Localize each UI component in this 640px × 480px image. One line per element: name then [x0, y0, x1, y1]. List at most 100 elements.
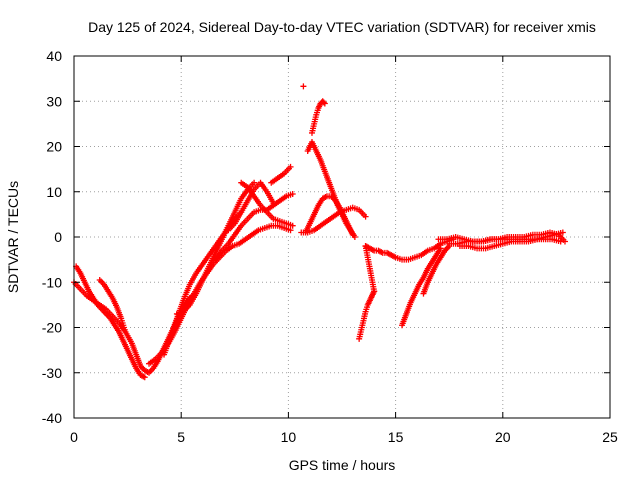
data-point [321, 100, 328, 107]
data-point-run [298, 229, 309, 236]
data-point-run [238, 217, 250, 229]
data-point [251, 179, 258, 186]
data-point-run [231, 224, 243, 238]
data-point [437, 245, 444, 252]
data-point-run [399, 256, 410, 263]
data-point-run [261, 223, 273, 231]
data-point-run [323, 193, 333, 200]
data-point-run [274, 171, 286, 182]
data-point-run [268, 176, 280, 186]
y-tick-label: -10 [42, 274, 62, 290]
data-point-run [306, 213, 317, 227]
data-point-run [356, 329, 364, 342]
data-point-run [411, 252, 423, 261]
x-tick-label: 25 [602, 429, 618, 445]
data-point-run [81, 279, 92, 293]
data-point-run [244, 184, 256, 198]
data-point-run [424, 272, 435, 286]
axis-ticks: 0 5 10 15 20 25 -40 -30 -20 -10 0 10 20 30 40 [42, 48, 618, 445]
data-point-run [283, 220, 294, 228]
data-point-run [366, 294, 375, 304]
data-point-run [319, 98, 327, 106]
data-point-run [525, 236, 538, 245]
data-point-run [186, 272, 199, 288]
data-point-run [120, 338, 130, 352]
data-point-run [133, 351, 143, 368]
data-point-run [268, 222, 279, 229]
data-point-run [343, 220, 353, 232]
data-point-run [77, 270, 87, 284]
data-point-run [339, 211, 349, 225]
data-point-run [405, 255, 416, 263]
data-point-run [103, 310, 113, 320]
data-point-run [263, 209, 275, 221]
data-point-run [96, 276, 106, 287]
x-tick-label: 0 [70, 429, 78, 445]
x-tick-label: 15 [388, 429, 404, 445]
data-point-run [98, 306, 108, 316]
data-point-run [251, 207, 262, 216]
data-point-run [437, 249, 447, 261]
data-point-run [424, 260, 434, 272]
data-point-run [308, 123, 317, 136]
x-tick-label: 10 [281, 429, 297, 445]
data-point-run [276, 194, 288, 204]
series-arc-j [268, 163, 294, 186]
series-arc-n [300, 83, 307, 90]
data-point-run [392, 254, 403, 262]
data-point-run [465, 243, 478, 251]
data-point-run [128, 356, 139, 370]
data-point-run [257, 202, 269, 214]
data-point-run [360, 310, 369, 324]
data-point [351, 234, 358, 240]
data-point-run [86, 288, 96, 300]
data-point-run [133, 365, 143, 377]
y-tick-label: 40 [46, 48, 62, 64]
data-point-run [103, 306, 114, 318]
series-arc-m [308, 98, 328, 136]
data-point-run [495, 234, 508, 243]
data-point-run [317, 157, 328, 173]
data-point-run [323, 214, 335, 225]
data-point-run [212, 238, 225, 256]
data-point-run [199, 265, 212, 283]
series-arc-c [96, 276, 129, 336]
data-point-run [231, 197, 244, 216]
data-point-run [431, 241, 443, 252]
data-point [300, 83, 307, 90]
data-point [289, 222, 296, 229]
data-point-run [358, 319, 366, 333]
data-point-run [313, 148, 323, 162]
data-point-run [315, 197, 325, 209]
data-point-run [225, 233, 237, 247]
data-point-run [326, 179, 336, 196]
data-point-run [311, 114, 319, 127]
series-arc-o [298, 204, 369, 236]
data-point-run [109, 295, 120, 309]
data-point-run [77, 286, 89, 298]
data-point-run [364, 298, 373, 308]
data-point-run [416, 276, 426, 288]
data-point [270, 200, 277, 207]
series-arc-v [456, 229, 566, 252]
data-point [362, 213, 369, 220]
data-point-run [251, 193, 263, 207]
data-point-run [173, 309, 185, 317]
data-point-run [193, 278, 205, 297]
data-point-run [152, 351, 164, 363]
data-point-run [375, 247, 385, 256]
series-arc-b [73, 263, 148, 381]
series-arc-q [356, 288, 378, 342]
data-point-run [418, 248, 430, 259]
data-point-run [223, 244, 235, 254]
data-point [561, 238, 568, 245]
data-point-run [420, 281, 431, 297]
data-point-run [321, 168, 332, 184]
data-point-run [411, 283, 422, 297]
data-point-run [433, 247, 443, 259]
data-point-run [180, 303, 192, 315]
data-point-run [343, 205, 354, 213]
data-point-run [441, 244, 451, 254]
data-marks [71, 83, 568, 381]
